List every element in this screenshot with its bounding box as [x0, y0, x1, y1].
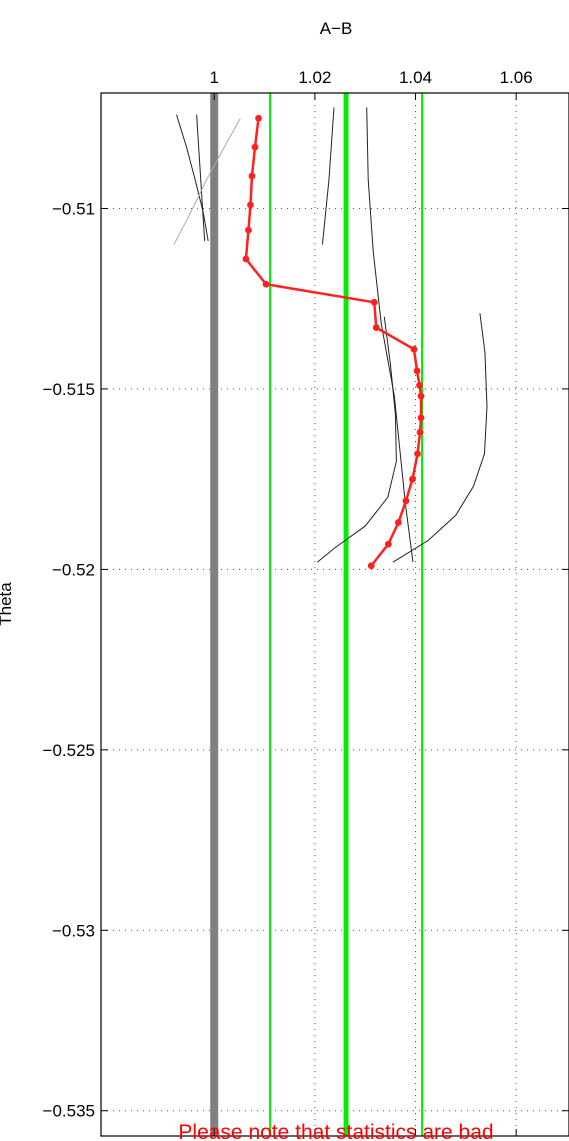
data-point-10 [413, 367, 421, 375]
grid [101, 93, 569, 1136]
x-tick-label-1: 1.02 [298, 68, 331, 87]
axis-ticks: 1 1.02 1.04 1.06 −0.51 −0.515 −0.52 −0.525 −0.53… [43, 68, 569, 1136]
contour-line-5 [392, 313, 488, 563]
contour-line-0 [176, 114, 209, 242]
data-point-11 [416, 381, 423, 389]
y-tick-label-4: −0.53 [52, 921, 95, 940]
data-point-7 [370, 298, 378, 306]
y-tick-label-2: −0.52 [52, 560, 95, 579]
data-point-19 [384, 540, 392, 548]
data-point-17 [402, 497, 410, 505]
data-point-12 [417, 392, 425, 400]
y-tick-label-5: −0.535 [43, 1102, 95, 1121]
x-tick-label-3: 1.06 [500, 68, 533, 87]
y-tick-label-1: −0.515 [43, 380, 95, 399]
data-point-9 [410, 345, 418, 353]
contour-line-1 [196, 114, 206, 242]
contour-line-6 [173, 118, 241, 245]
x-tick-label-0: 1 [209, 68, 218, 87]
data-point-6 [262, 280, 270, 288]
data-point-5 [242, 255, 250, 263]
bad-stats-note: Please note that statistics are bad [178, 1121, 493, 1141]
data-point-20 [367, 562, 375, 570]
reference-lines [210, 93, 424, 1136]
data-point-15 [414, 450, 421, 458]
data-point-4 [245, 226, 252, 234]
data-point-0 [255, 114, 262, 122]
contour-line-2 [321, 107, 335, 245]
data-point-13 [417, 414, 425, 422]
y-tick-label-0: −0.51 [52, 199, 95, 218]
data-point-16 [409, 475, 416, 483]
x-tick-label-2: 1.04 [399, 68, 432, 87]
plot-frame [100, 92, 569, 1137]
y-axis-title: Theta [0, 582, 15, 626]
data-point-14 [416, 428, 424, 436]
chart-title: A−B [320, 19, 353, 38]
data-point-1 [251, 143, 259, 151]
data-series [242, 114, 425, 570]
y-tick-label-3: −0.525 [43, 741, 95, 760]
data-point-18 [395, 519, 402, 526]
contour-line-4 [317, 316, 397, 563]
data-point-8 [372, 324, 380, 331]
data-point-3 [247, 201, 254, 209]
data-point-2 [248, 172, 256, 180]
